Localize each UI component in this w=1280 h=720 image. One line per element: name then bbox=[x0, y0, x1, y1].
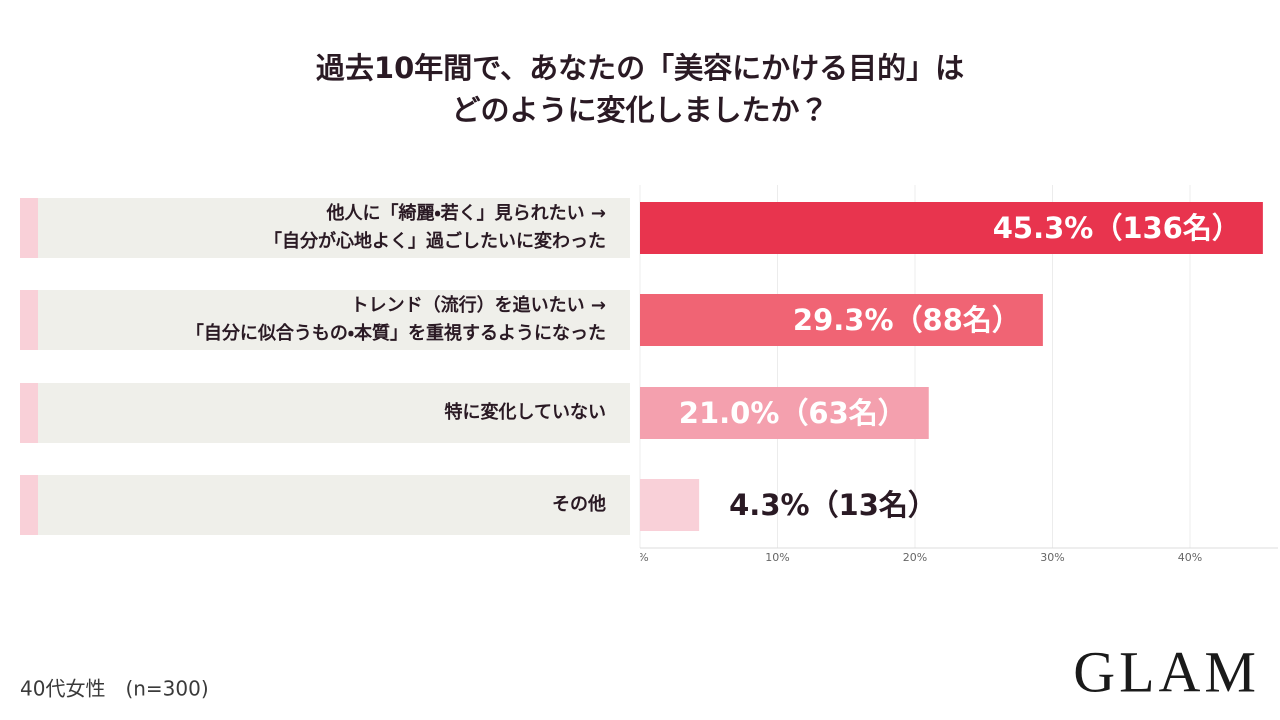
x-tick-label: 40% bbox=[1178, 551, 1202, 564]
chart-title: どのように変化しましたか？ bbox=[451, 93, 828, 127]
footnote: 40代女性 (n=300) bbox=[20, 677, 209, 701]
bar bbox=[640, 294, 1043, 346]
bar bbox=[640, 479, 700, 531]
label-panel bbox=[38, 475, 630, 535]
category-label: 他人に「綺麗・若く」見られたい → bbox=[326, 202, 606, 224]
value-label: 4.3%（13名） bbox=[729, 488, 937, 522]
label-accent bbox=[20, 290, 38, 350]
x-tick-label: 10% bbox=[765, 551, 789, 564]
category-label: 特に変化していない bbox=[445, 401, 606, 423]
value-label: 45.3%（136名） bbox=[993, 211, 1241, 245]
x-tick-label: 0% bbox=[631, 551, 648, 564]
bar bbox=[640, 387, 929, 439]
logo: GLAM bbox=[1073, 639, 1260, 704]
chart-title: 過去10年間で、あなたの「美容にかける目的」は bbox=[316, 51, 964, 85]
label-accent bbox=[20, 383, 38, 443]
category-label: その他 bbox=[552, 493, 606, 515]
value-label: 29.3%（88名） bbox=[793, 303, 1021, 337]
label-accent bbox=[20, 475, 38, 535]
label-panel bbox=[38, 383, 630, 443]
x-tick-label: 20% bbox=[903, 551, 927, 564]
value-label: 21.0%（63名） bbox=[679, 396, 907, 430]
label-accent bbox=[20, 198, 38, 258]
plot: 0% 10% 20% 30% 40% 他人に「綺麗・若く」見られたい → 「自分が心地よく」… bbox=[20, 185, 1278, 564]
x-axis: 0% 10% 20% 30% 40% bbox=[631, 551, 1202, 564]
x-tick-label: 30% bbox=[1040, 551, 1064, 564]
bar bbox=[640, 202, 1263, 254]
category-label: 「自分が心地よく」過ごしたいに変わった bbox=[264, 230, 606, 252]
label-panel bbox=[38, 290, 630, 350]
category-label: トレンド（流行）を追いたい → bbox=[351, 294, 606, 316]
category-label: 「自分に似合うもの・本質」を重視するようになった bbox=[186, 322, 606, 344]
label-panel bbox=[38, 198, 630, 258]
